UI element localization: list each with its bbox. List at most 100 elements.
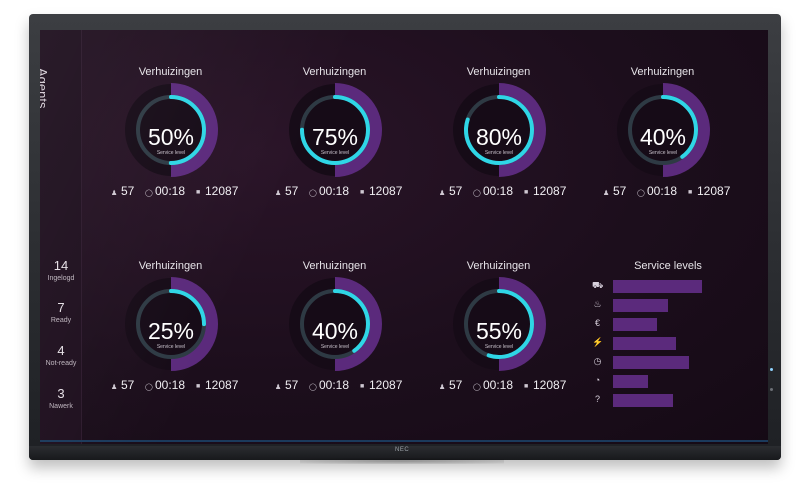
help-icon: ?	[594, 394, 600, 404]
clock-icon: ◯	[473, 384, 481, 391]
service-level-bar	[613, 318, 657, 331]
gauge-sublabel: Service level	[156, 344, 186, 350]
monitor-shadow	[300, 458, 504, 464]
service-levels-title: Service levels	[634, 260, 702, 272]
gauge-outer-arc	[498, 83, 546, 177]
gauge-metrics: ♟ 57 ◯ 00:18 ■ 12087	[403, 184, 566, 200]
gauge-card: Verhuizingen 40% Service level ♟ 57 ◯ 00:18 ■ 12…	[580, 66, 745, 236]
gauge-card: Verhuizingen 55% Service level ♟ 57 ◯ 00:18 ■ 12…	[416, 260, 581, 430]
gauge-sublabel: Service level	[320, 150, 350, 156]
user-icon: ♟	[275, 384, 282, 391]
clock-icon: ◯	[309, 190, 317, 197]
clock-icon: ◯	[309, 384, 317, 391]
metric-time: 00:18	[155, 378, 186, 392]
stat-ingelogd: 14 Ingelogd	[40, 258, 82, 282]
plug-icon: ⚡	[592, 337, 604, 347]
service-level-row: €	[588, 317, 758, 331]
gauge-percent: 50%	[147, 124, 195, 150]
gauge-card: Verhuizingen 40% Service level ♟ 57 ◯ 00:18 ■ 12…	[252, 260, 417, 430]
metric-agents: 57	[285, 378, 299, 392]
gauge-sublabel: Service level	[484, 150, 514, 156]
gauge-ring	[453, 277, 546, 371]
gauge-title: Verhuizingen	[466, 260, 531, 272]
metric-count: 12087	[369, 184, 403, 198]
gauge-metrics: ♟ 57 ◯ 00:18 ■ 12087	[567, 184, 730, 200]
service-level-bar	[613, 394, 673, 407]
metric-count: 12087	[369, 378, 403, 392]
gauge-progress-arc	[464, 289, 534, 359]
sensor-led-icon	[770, 388, 773, 391]
stat-nawerk: 3 Nawerk	[40, 386, 82, 410]
gauge-title: Verhuizingen	[138, 66, 203, 78]
gauge-progress-arc	[628, 95, 698, 165]
monitor-brand-logo: NEC	[395, 447, 410, 453]
gauge-outer-arc	[334, 83, 382, 177]
metric-count: 12087	[533, 378, 567, 392]
user-icon: ♟	[439, 190, 446, 197]
metric-time: 00:18	[483, 378, 514, 392]
gauge-card: Verhuizingen 75% Service level ♟ 57 ◯ 00:18 ■ 12…	[252, 66, 417, 236]
gauge-card: Verhuizingen 25% Service level ♟ 57 ◯ 00:18 ■ 12…	[88, 260, 253, 430]
service-level-row: ⛟	[588, 279, 758, 293]
clock-icon: ◷	[593, 356, 602, 366]
metric-agents: 57	[121, 378, 135, 392]
gauge-ring	[125, 277, 218, 371]
gauge-metrics: ♟ 57 ◯ 00:18 ■ 12087	[75, 184, 238, 200]
gauge-ring	[289, 277, 382, 371]
queue-icon: ■	[360, 189, 365, 196]
queue-icon: ■	[196, 383, 201, 390]
queue-icon: ■	[196, 189, 201, 196]
gauge-title: Verhuizingen	[630, 66, 695, 78]
metric-agents: 57	[449, 184, 463, 198]
queue-icon: ■	[688, 189, 693, 196]
service-level-row: ♨	[588, 298, 758, 312]
service-level-row: ◔	[588, 374, 758, 388]
gauge-progress-arc	[300, 289, 370, 359]
clock-icon: ◯	[637, 190, 645, 197]
screen-bottom-edge	[40, 440, 768, 442]
sidebar-title: Agents	[40, 68, 50, 109]
gauge-percent: 40%	[311, 318, 359, 344]
service-level-bar	[613, 356, 689, 369]
gauge-card: Verhuizingen 80% Service level ♟ 57 ◯ 00:18 ■ 12…	[416, 66, 581, 236]
user-icon: ♟	[111, 384, 118, 391]
gauge-metrics: ♟ 57 ◯ 00:18 ■ 12087	[403, 378, 566, 394]
metric-time: 00:18	[647, 184, 678, 198]
gauge-ring	[453, 83, 546, 177]
service-level-row: ⚡	[588, 336, 758, 350]
gauge-progress-arc	[464, 95, 534, 165]
metric-agents: 57	[613, 184, 627, 198]
gauge-percent: 80%	[475, 124, 523, 150]
gauge-card: Verhuizingen 50% Service level ♟ 57 ◯ 00:18 ■ 12…	[88, 66, 253, 236]
gauge-ring	[617, 83, 710, 177]
gauge-metrics: ♟ 57 ◯ 00:18 ■ 12087	[75, 378, 238, 394]
gauge-sublabel: Service level	[320, 344, 350, 350]
gauge-ring	[125, 83, 218, 177]
service-levels-panel: Service levels ⛟ ♨ € ⚡ ◷ ◔?	[588, 258, 758, 438]
gauge-progress-arc	[136, 289, 206, 359]
agents-sidebar: Agents 14 Ingelogd 7 Ready 4 Not-ready 3…	[40, 30, 82, 444]
gauge-metrics: ♟ 57 ◯ 00:18 ■ 12087	[239, 184, 402, 200]
gauge-title: Verhuizingen	[302, 66, 367, 78]
gauge-title: Verhuizingen	[302, 260, 367, 272]
monitor-bezel-bottom	[29, 446, 781, 460]
gauge-sublabel: Service level	[648, 150, 678, 156]
metric-agents: 57	[285, 184, 299, 198]
metric-count: 12087	[533, 184, 567, 198]
truck-icon: ⛟	[592, 280, 604, 290]
dashboard-screen: Agents 14 Ingelogd 7 Ready 4 Not-ready 3…	[40, 30, 768, 444]
gauge-outer-arc	[498, 277, 546, 371]
gauge-outer-arc	[334, 277, 382, 371]
metric-count: 12087	[697, 184, 731, 198]
gauge-sublabel: Service level	[156, 150, 186, 156]
metric-time: 00:18	[319, 378, 350, 392]
gauge-percent: 40%	[639, 124, 687, 150]
clock-icon: ◯	[145, 190, 153, 197]
service-level-row: ?	[588, 393, 758, 407]
stat-value: 7	[57, 300, 65, 315]
service-level-bar	[613, 280, 702, 293]
user-icon: ♟	[439, 384, 446, 391]
user-icon: ♟	[111, 190, 118, 197]
stat-value: 14	[53, 258, 69, 273]
stat-label: Ingelogd	[47, 275, 75, 282]
